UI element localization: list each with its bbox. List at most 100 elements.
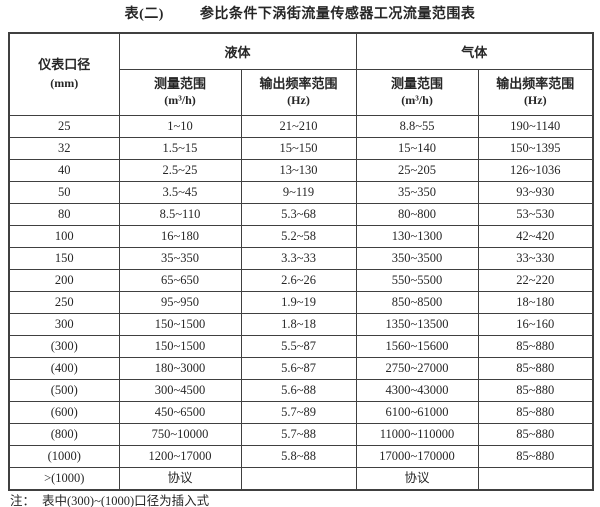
value-cell: 5.5~87 [240,334,357,358]
table-caption: 参比条件下涡街流量传感器工况流量范围表 [199,7,476,22]
value-cell: 35~350 [355,180,479,204]
diameter-cell: 150 [8,246,120,270]
header-liquid-frequency-label: 输出频率范围 [259,76,338,91]
value-cell: 93~930 [477,180,594,204]
value-cell: 300~4500 [118,378,242,402]
value-cell: 15~150 [240,136,357,160]
value-cell: 1.9~19 [240,290,357,314]
table-row: 80 8.5~110 5.3~68 80~800 53~530 [8,202,594,226]
value-cell: 150~1500 [118,312,242,336]
value-cell: 22~220 [477,268,594,292]
value-cell: 18~180 [477,290,594,314]
value-cell: 85~880 [477,422,594,446]
value-cell: 150~1395 [477,136,594,160]
value-cell: 550~5500 [355,268,479,292]
table-row: (400) 180~3000 5.6~87 2750~27000 85~880 [8,356,594,380]
value-cell: 5.2~58 [240,224,357,248]
diameter-cell: (600) [8,400,120,424]
table-row: 300 150~1500 1.8~18 1350~13500 16~160 [8,312,594,336]
header-gas-measure-label: 测量范围 [391,76,444,91]
header-liquid-measure-label: 测量范围 [153,76,206,91]
diameter-cell: 32 [8,136,120,160]
header-gas-frequency-unit: (Hz) [523,93,547,107]
table-number: 表(二) [124,7,164,22]
diameter-cell: 250 [8,290,120,314]
diameter-cell: 100 [8,224,120,248]
value-cell: 85~880 [477,356,594,380]
value-cell: 1560~15600 [355,334,479,358]
table-row: 40 2.5~25 13~130 25~205 126~1036 [8,158,594,182]
value-cell: 6100~61000 [355,400,479,424]
header-gas-frequency: 输出频率范围 (Hz) [477,68,594,116]
value-cell: 17000~170000 [355,444,479,468]
table-title: 表(二) 参比条件下涡街流量传感器工况流量范围表 [0,3,600,23]
value-cell: 1.5~15 [118,136,242,160]
value-cell: 35~350 [118,246,242,270]
value-cell [240,466,357,490]
header-liquid-frequency: 输出频率范围 (Hz) [240,68,357,116]
value-cell: 1200~17000 [118,444,242,468]
diameter-cell: (500) [8,378,120,402]
header-group-gas: 气体 [355,32,594,70]
table-row: 32 1.5~15 15~150 15~140 150~1395 [8,136,594,160]
header-gas-frequency-label: 输出频率范围 [496,76,575,91]
diameter-cell: 40 [8,158,120,182]
table-row: 200 65~650 2.6~26 550~5500 22~220 [8,268,594,292]
value-cell: 1350~13500 [355,312,479,336]
value-cell: 180~3000 [118,356,242,380]
value-cell: 8.5~110 [118,202,242,226]
value-cell: 80~800 [355,202,479,226]
table-row: 250 95~950 1.9~19 850~8500 18~180 [8,290,594,314]
value-cell: 5.6~87 [240,356,357,380]
value-cell: 190~1140 [477,114,594,138]
diameter-cell: 80 [8,202,120,226]
table-row: (300) 150~1500 5.5~87 1560~15600 85~880 [8,334,594,358]
value-cell: 85~880 [477,444,594,468]
value-cell: 350~3500 [355,246,479,270]
header-liquid-frequency-unit: (Hz) [287,93,310,107]
value-cell: 2.6~26 [240,268,357,292]
note-label: 注： [10,494,36,507]
value-cell: 协议 [118,466,242,490]
table-row: 50 3.5~45 9~119 35~350 93~930 [8,180,594,204]
diameter-cell: (400) [8,356,120,380]
value-cell: 16~160 [477,312,594,336]
header-diameter: 仪表口径 (mm) [8,32,120,116]
value-cell: 85~880 [477,400,594,424]
value-cell: 1.8~18 [240,312,357,336]
table-row: 150 35~350 3.3~33 350~3500 33~330 [8,246,594,270]
value-cell: 9~119 [240,180,357,204]
table-row: >(1000) 协议 协议 [8,466,594,490]
table-row: 100 16~180 5.2~58 130~1300 42~420 [8,224,594,248]
diameter-cell: 50 [8,180,120,204]
value-cell: 1~10 [118,114,242,138]
value-cell: 3.5~45 [118,180,242,204]
value-cell: 5.7~89 [240,400,357,424]
value-cell: 150~1500 [118,334,242,358]
value-cell: 33~330 [477,246,594,270]
diameter-cell: 200 [8,268,120,292]
table-row: (1000) 1200~17000 5.8~88 17000~170000 85~880 [8,444,594,468]
diameter-cell: (1000) [8,444,120,468]
value-cell: 协议 [355,466,479,490]
header-liquid-measure-unit: (m³/h) [164,93,196,107]
value-cell: 5.7~88 [240,422,357,446]
value-cell: 130~1300 [355,224,479,248]
flow-range-table: 仪表口径 (mm) 液体 气体 测量范围 (m³/h) 输出频率范围 (Hz) … [8,32,595,491]
value-cell: 5.6~88 [240,378,357,402]
table-row: (800) 750~10000 5.7~88 11000~110000 85~880 [8,422,594,446]
header-gas-measure-unit: (m³/h) [401,93,433,107]
value-cell: 85~880 [477,378,594,402]
diameter-cell: >(1000) [8,466,120,490]
value-cell: 13~130 [240,158,357,182]
value-cell: 16~180 [118,224,242,248]
value-cell: 5.3~68 [240,202,357,226]
value-cell: 850~8500 [355,290,479,314]
table-row: 25 1~10 21~210 8.8~55 190~1140 [8,114,594,138]
table-row: (500) 300~4500 5.6~88 4300~43000 85~880 [8,378,594,402]
value-cell: 53~530 [477,202,594,226]
value-cell: 450~6500 [118,400,242,424]
diameter-cell: 300 [8,312,120,336]
header-liquid-measure: 测量范围 (m³/h) [118,68,242,116]
